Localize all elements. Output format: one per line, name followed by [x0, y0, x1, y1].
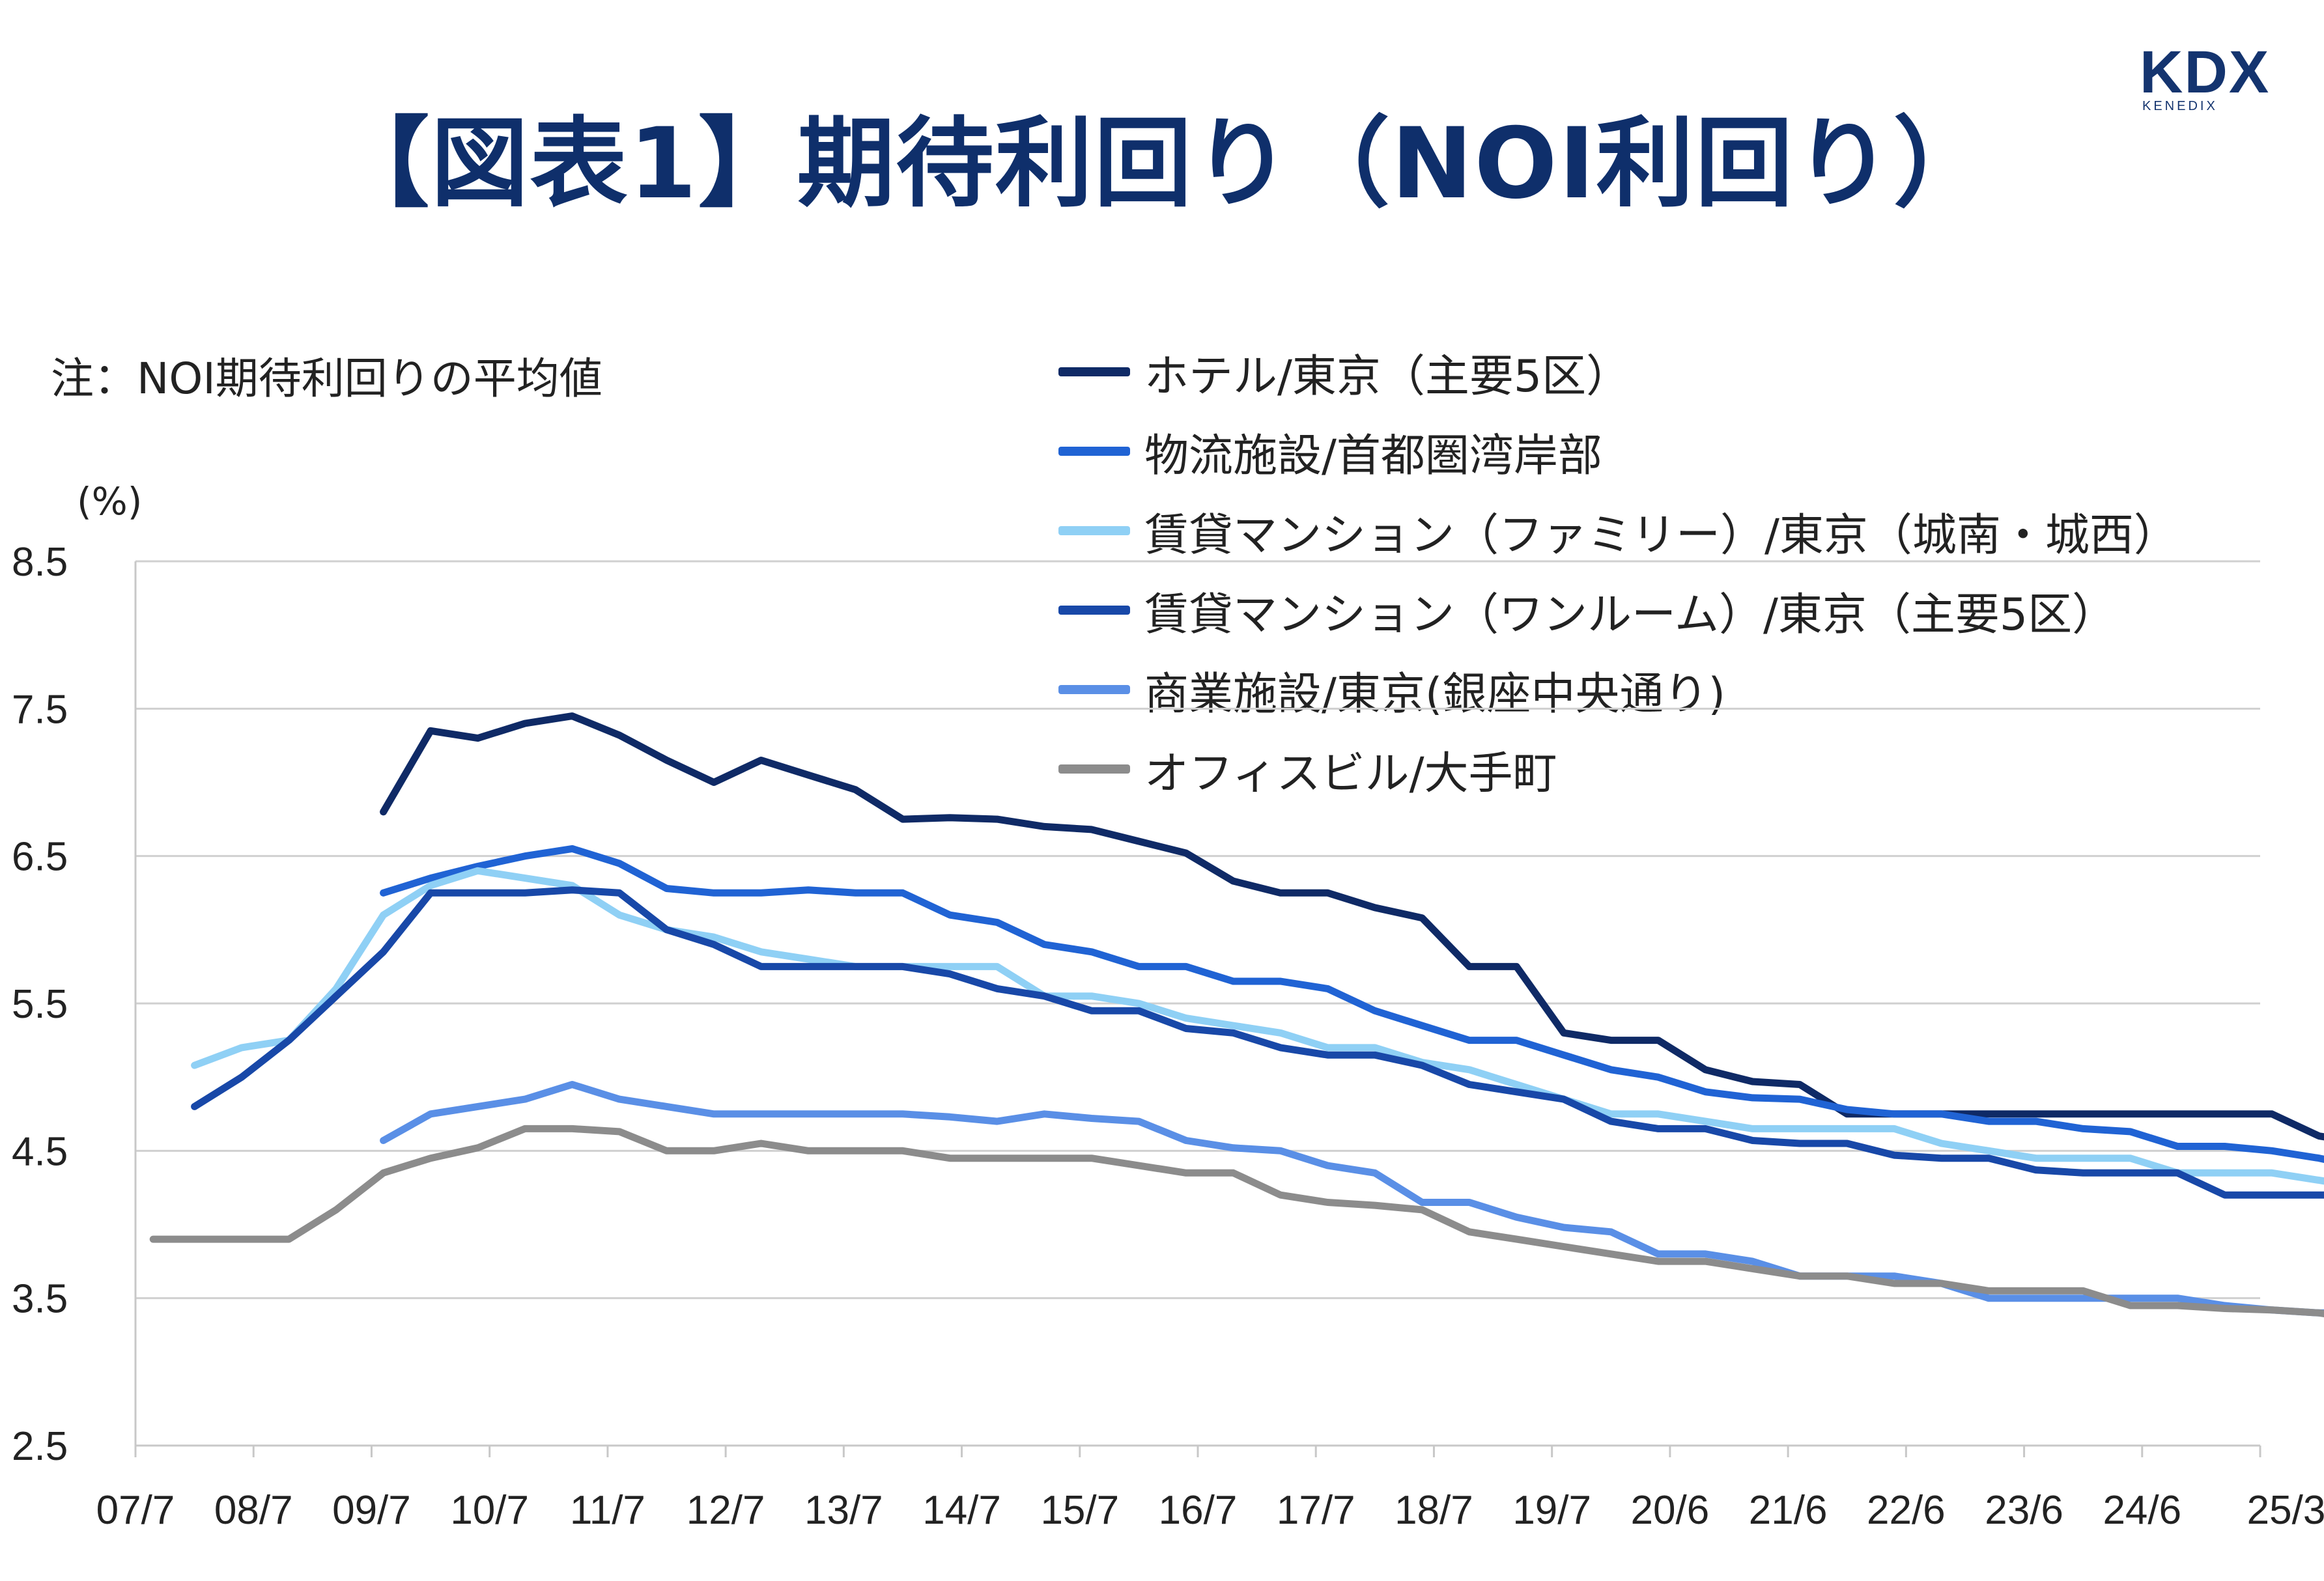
x-tick-label: 25/3 — [2247, 1488, 2324, 1533]
legend-label: オフィスビル/大手町 — [1144, 748, 1557, 800]
x-tick-label: 07/7 — [96, 1488, 175, 1533]
legend-swatch — [1058, 367, 1130, 376]
kdx-logo: KDX KENEDIX — [2140, 39, 2296, 114]
chart-note: 注：NOI期待利回りの平均値 — [51, 354, 602, 404]
x-tick-label: 10/7 — [450, 1488, 529, 1533]
legend-label: ホテル/東京（主要5区） — [1144, 350, 1631, 402]
series-line-3 — [191, 867, 2324, 1185]
legend-item: 賃貸マンション（ワンルーム）/東京（主要5区） — [1058, 570, 2178, 650]
x-tick-label: 14/7 — [922, 1488, 1001, 1533]
x-tick-label: 17/7 — [1277, 1488, 1355, 1533]
legend-label: 賃貸マンション（ファミリー）/東京（城南・城西） — [1144, 509, 2178, 561]
x-tick-label: 09/7 — [332, 1488, 411, 1533]
x-tick-label: 23/6 — [1985, 1488, 2063, 1533]
x-tick-label: 11/7 — [570, 1488, 645, 1533]
logo-sub: KENEDIX — [2142, 99, 2218, 113]
series-line-6 — [149, 1125, 2324, 1318]
series-line-4 — [191, 886, 2324, 1199]
series-line-2 — [380, 845, 2324, 1163]
legend-item: 賃貸マンション（ファミリー）/東京（城南・城西） — [1058, 491, 2178, 570]
x-tick-label: 08/7 — [214, 1488, 293, 1533]
x-tick-label: 21/6 — [1749, 1488, 1828, 1533]
x-tick-label: 22/6 — [1867, 1488, 1946, 1533]
y-tick-label: 6.5 — [12, 835, 68, 880]
legend-label: 賃貸マンション（ワンルーム）/東京（主要5区） — [1144, 589, 2117, 641]
y-axis-unit: (%) — [77, 479, 142, 524]
x-tick-label: 19/7 — [1512, 1488, 1591, 1533]
legend-swatch — [1058, 526, 1130, 535]
legend-swatch — [1058, 764, 1130, 774]
page-title: 【図表1】期待利回り（NOI利回り） — [332, 107, 1992, 221]
y-tick-label: 5.5 — [12, 982, 68, 1027]
legend-item: 商業施設/東京(銀座中央通り) — [1058, 650, 2178, 729]
logo-brand: KDX — [2140, 39, 2271, 105]
legend-label: 物流施設/首都圏湾岸部 — [1144, 430, 1602, 482]
y-tick-label: 8.5 — [12, 540, 68, 585]
x-tick-label: 16/7 — [1159, 1488, 1238, 1533]
y-tick-label: 2.5 — [12, 1424, 68, 1469]
legend-swatch — [1058, 606, 1130, 615]
legend-swatch — [1058, 447, 1130, 456]
chart-legend: ホテル/東京（主要5区） 物流施設/首都圏湾岸部賃貸マンション（ファミリー）/東京… — [1058, 332, 2178, 809]
legend-item: オフィスビル/大手町 — [1058, 729, 2178, 809]
legend-label: 商業施設/東京(銀座中央通り) — [1144, 668, 1725, 720]
legend-item: 物流施設/首都圏湾岸部 — [1058, 412, 2178, 491]
y-tick-label: 4.5 — [12, 1129, 68, 1174]
x-tick-label: 20/6 — [1631, 1488, 1710, 1533]
x-tick-label: 15/7 — [1040, 1488, 1119, 1533]
y-tick-label: 7.5 — [12, 687, 68, 732]
x-tick-label: 18/7 — [1395, 1488, 1473, 1533]
y-tick-label: 3.5 — [12, 1277, 68, 1322]
x-tick-label: 24/6 — [2103, 1488, 2181, 1533]
x-tick-label: 12/7 — [687, 1488, 765, 1533]
legend-swatch — [1058, 685, 1130, 694]
legend-item: ホテル/東京（主要5区） — [1058, 332, 2178, 412]
x-tick-label: 13/7 — [804, 1488, 883, 1533]
